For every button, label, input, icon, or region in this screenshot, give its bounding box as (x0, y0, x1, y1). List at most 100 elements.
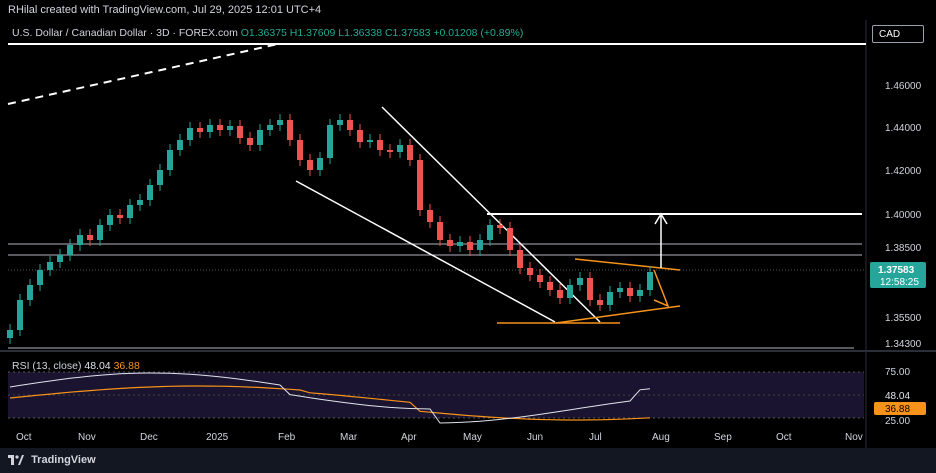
price-axis[interactable]: 1.46000 1.44000 1.42000 1.40000 1.38500 … (885, 81, 922, 350)
time-tick: Nov (78, 432, 96, 443)
candle (77, 235, 83, 245)
candle (237, 126, 243, 138)
dashed-trendline (7, 43, 279, 105)
candle (257, 130, 263, 145)
candle (167, 150, 173, 170)
candle (447, 240, 453, 246)
rsi-legend[interactable]: RSI (13, close) 48.04 36.88 (12, 360, 140, 372)
price-tick: 1.42000 (885, 166, 922, 177)
candle (327, 125, 333, 158)
rsi-ma-value-tag: 36.88 (885, 404, 910, 415)
brand-name: TradingView (31, 454, 96, 466)
candle (557, 290, 563, 298)
rsi-ma-value: 36.88 (113, 360, 140, 372)
time-tick: Oct (776, 432, 792, 443)
candle (407, 145, 413, 160)
candle (217, 125, 223, 130)
candle (627, 288, 633, 296)
time-tick: Dec (140, 432, 158, 443)
time-tick: Mar (340, 432, 358, 443)
candle (117, 215, 123, 218)
price-tick: 1.34300 (885, 339, 922, 350)
candle (157, 170, 163, 185)
time-axis[interactable]: Oct Nov Dec 2025 Feb Mar Apr May Jun Jul… (16, 432, 863, 443)
candle (427, 210, 433, 222)
candle (477, 240, 483, 250)
candle (597, 300, 603, 305)
candle (417, 160, 423, 210)
candle (347, 120, 353, 130)
tradingview-logo-icon (8, 455, 24, 466)
candle (307, 160, 313, 170)
rsi-line (9, 372, 651, 424)
candle (147, 185, 153, 200)
tradingview-logo[interactable]: TradingView (8, 454, 96, 466)
candle (317, 158, 323, 170)
candle (457, 242, 463, 246)
symbol-title[interactable]: U.S. Dollar / Canadian Dollar · 3D · FOR… (12, 27, 238, 39)
candle (507, 228, 513, 250)
candle (187, 128, 193, 140)
currency-selector[interactable]: CAD (872, 25, 924, 43)
price-tick: 1.35500 (885, 313, 922, 324)
candle (247, 138, 253, 145)
candle (517, 250, 523, 268)
candle (137, 200, 143, 205)
candle (37, 270, 43, 285)
candle (467, 242, 473, 250)
candle (297, 140, 303, 160)
candle (7, 330, 13, 338)
ohlc-values: O1.36375 H1.37609 L1.36338 C1.37583 +0.0… (240, 27, 524, 39)
candle (367, 140, 373, 142)
candle (637, 290, 643, 296)
candle (17, 300, 23, 330)
candlestick-series (7, 114, 653, 344)
candle (397, 145, 403, 152)
price-tick: 1.40000 (885, 210, 922, 221)
candle (277, 120, 283, 125)
candle (197, 128, 203, 132)
time-tick: Aug (652, 432, 670, 443)
candle (547, 282, 553, 290)
rsi-axis-tick: 75.00 (885, 367, 910, 378)
rsi-axis-tick: 25.00 (885, 416, 910, 427)
candle (497, 225, 503, 228)
candle (387, 150, 393, 152)
rsi-band (8, 372, 864, 418)
rsi-ma-line (9, 385, 651, 421)
candle (587, 278, 593, 300)
candle (87, 235, 93, 240)
symbol-legend[interactable]: U.S. Dollar / Canadian Dollar · 3D · FOR… (12, 27, 523, 39)
time-tick: Jun (527, 432, 543, 443)
time-tick: Oct (16, 432, 32, 443)
candle (607, 292, 613, 305)
footer-bar (0, 448, 936, 473)
chart-canvas[interactable]: 1.46000 1.44000 1.42000 1.40000 1.38500 … (0, 0, 936, 448)
time-tick: Jul (589, 432, 602, 443)
bar-countdown: 12:58:25 (880, 277, 919, 288)
candle (267, 125, 273, 130)
rsi-title[interactable]: RSI (13, close) (12, 360, 82, 372)
time-tick: Sep (714, 432, 732, 443)
candle (47, 262, 53, 270)
triangle-upper-line (574, 258, 681, 271)
rsi-value: 48.04 (84, 360, 111, 372)
rsi-value-badge (874, 389, 926, 402)
time-tick: Nov (845, 432, 863, 443)
candle (567, 285, 573, 298)
candle (107, 215, 113, 225)
candle (287, 120, 293, 140)
wedge-lower-line (295, 180, 556, 323)
time-tick: May (463, 432, 482, 443)
chart-credit: RHilal created with TradingView.com, Jul… (8, 4, 322, 16)
target-arrow-head (654, 212, 668, 225)
candle (67, 245, 73, 255)
candle (27, 285, 33, 300)
candle (97, 225, 103, 240)
candle (527, 268, 533, 275)
triangle-lower-line (555, 305, 681, 324)
candle (487, 225, 493, 240)
candle (207, 125, 213, 132)
price-tick: 1.44000 (885, 123, 922, 134)
rsi-value-tag: 48.04 (885, 391, 910, 402)
